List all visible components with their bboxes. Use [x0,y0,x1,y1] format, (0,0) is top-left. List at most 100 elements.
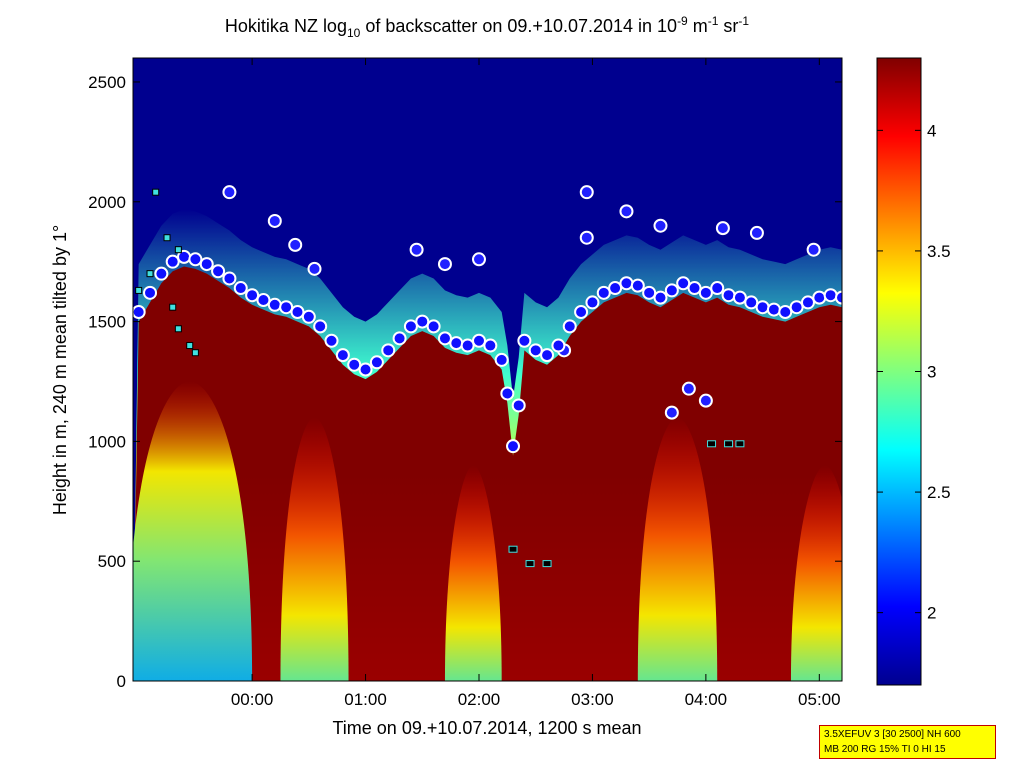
colorbar-tick-label: 3.5 [927,242,951,261]
x-tick-label: 01:00 [344,690,387,709]
layer-height-point [664,283,679,298]
square-point [146,270,154,278]
cloud-top-point [579,230,594,245]
cloud-top-point [664,405,679,420]
cloud-top-point [307,261,322,276]
layer-height-point [511,398,526,413]
cloud-top-markers [222,185,821,420]
mixing-layer-point [724,440,734,448]
layer-height-point [267,297,282,312]
y-tick-label: 2000 [88,193,126,212]
y-tick-label: 500 [98,552,126,571]
layer-height-point [143,285,158,300]
colorbar-tick-label: 4 [927,121,936,140]
mixing-layer-point [735,440,745,448]
layer-height-point [744,295,759,310]
layer-height-markers [133,249,842,454]
layer-height-point [188,252,203,267]
layer-height-point [800,295,815,310]
layer-height-point [324,333,339,348]
layer-height-point [358,362,373,377]
layer-height-point [471,333,486,348]
colorbar-ticks: 2 2.5 3 3.5 4 [877,121,951,623]
layer-height-point [835,290,842,305]
layer-height-point [732,290,747,305]
aerosol-plume-4 [637,417,718,681]
colorbar-tick-label: 2.5 [927,483,951,502]
layer-height-point [517,333,532,348]
layer-height-point [755,300,770,315]
square-point [191,349,199,357]
cloud-top-point [806,242,821,257]
layer-height-point [369,355,384,370]
square-point [152,188,160,196]
square-point [186,342,194,350]
layer-height-point [494,352,509,367]
cloud-top-point [698,393,713,408]
layer-height-point [710,281,725,296]
square-point [174,246,182,254]
layer-height-point [823,288,838,303]
layer-height-point [596,285,611,300]
mixing-layer-point [525,560,535,568]
info-line-2: MB 200 RG 15% TI 0 HI 15 [824,744,946,755]
cloud-top-point [267,213,282,228]
y-tick-label: 1500 [88,313,126,332]
aerosol-plumes [133,381,842,681]
layer-height-point [483,338,498,353]
layer-height-point [574,304,589,319]
mixing-layer-point [707,440,717,448]
layer-height-point [133,304,146,319]
layer-height-point [460,338,475,353]
layer-height-point [449,336,464,351]
layer-height-point [290,304,305,319]
layer-height-point [500,386,515,401]
layer-height-point [812,290,827,305]
layer-height-point [392,331,407,346]
layer-height-point [403,319,418,334]
cloud-top-point [619,204,634,219]
cloud-top-point [749,225,764,240]
layer-height-point [528,343,543,358]
layer-height-point [778,304,793,319]
layer-height-point [619,276,634,291]
square-point [169,303,177,311]
x-tick-label: 00:00 [231,690,274,709]
info-line-1: 3.5XEFUV 3 [30 2500] NH 600 [824,729,961,740]
aerosol-plume-1 [133,381,253,681]
y-axis: 0 500 1000 1500 2000 2500 [88,73,842,691]
cloud-top-point [437,257,452,272]
layer-height-point [506,439,521,454]
plot-frame [132,57,843,682]
layer-height-point [630,278,645,293]
settings-info-box: 3.5XEFUV 3 [30 2500] NH 600 MB 200 RG 15… [819,725,996,759]
layer-height-point [789,300,804,315]
chart-title: Hokitika NZ log10 of backscatter on 09.+… [225,14,749,40]
y-tick-label: 2500 [88,73,126,92]
layer-height-point [165,254,180,269]
layer-height-point [721,288,736,303]
layer-height-point [154,266,169,281]
layer-height-point [199,257,214,272]
colorbar-tick-label: 3 [927,363,936,382]
layer-height-point [245,288,260,303]
layer-height-point [233,281,248,296]
layer-height-point [415,314,430,329]
cloud-top-point [288,237,303,252]
colorbar-tick-label: 2 [927,604,936,623]
mixing-layer-point [542,560,552,568]
layer-height-point [676,276,691,291]
x-tick-label: 05:00 [798,690,841,709]
layer-height-point [653,290,668,305]
layer-height-point [426,319,441,334]
cloud-top-point [222,185,237,200]
layer-height-point [347,357,362,372]
x-axis-label: Time on 09.+10.07.2014, 1200 s mean [332,718,641,738]
layer-height-point [642,285,657,300]
aerosol-plume-3 [444,465,502,681]
cloud-top-point [409,242,424,257]
layer-height-point [540,348,555,363]
square-point [135,286,143,294]
layer-height-point [211,264,226,279]
aerosol-plume-5 [790,465,842,681]
